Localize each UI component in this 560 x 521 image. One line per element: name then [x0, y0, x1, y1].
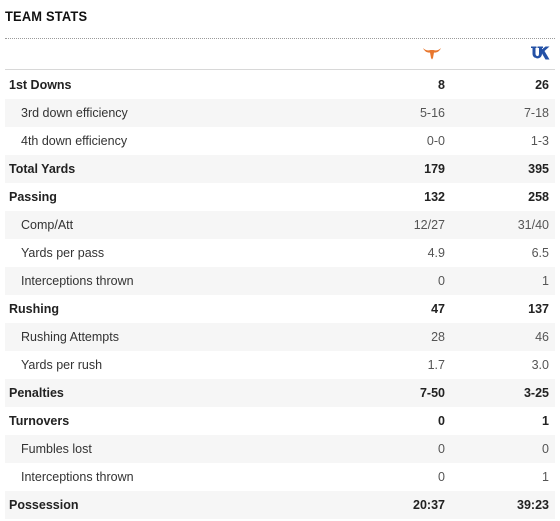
stat-label: Rushing: [9, 302, 59, 316]
stat-label: Rushing Attempts: [21, 330, 119, 344]
away-value: 0: [542, 442, 549, 456]
away-value: 3.0: [531, 358, 549, 372]
stat-label: Fumbles lost: [21, 442, 92, 456]
stat-label: 1st Downs: [9, 78, 72, 92]
home-value: 0-0: [426, 134, 445, 148]
home-value: 8: [438, 78, 445, 92]
stat-label: 4th down efficiency: [21, 134, 128, 148]
stat-label: Interceptions thrown: [21, 470, 134, 484]
stat-label: Penalties: [9, 386, 64, 400]
away-value: 39:23: [517, 498, 549, 512]
stat-subrow: Fumbles lost 0 0: [5, 435, 555, 463]
away-value: 137: [528, 302, 549, 316]
stat-row: Possession 20:37 39:23: [5, 491, 555, 519]
stat-row: Total Yards 179 395: [5, 155, 555, 183]
away-value: 1: [542, 470, 549, 484]
team-header-row: [5, 40, 555, 70]
home-value: 47: [431, 302, 445, 316]
away-value: 258: [528, 190, 549, 204]
longhorn-icon[interactable]: [423, 46, 441, 60]
home-value: 179: [424, 162, 445, 176]
uk-logo-icon[interactable]: [530, 45, 550, 61]
home-value: 28: [431, 330, 445, 344]
home-value: 7-50: [419, 386, 445, 400]
stat-label: Yards per rush: [21, 358, 103, 372]
home-value: 20:37: [413, 498, 445, 512]
stat-subrow: Rushing Attempts 28 46: [5, 323, 555, 351]
stat-label: 3rd down efficiency: [21, 106, 128, 120]
home-value: 5-16: [419, 106, 445, 120]
stat-subrow: 3rd down efficiency 5-16 7-18: [5, 99, 555, 127]
away-value: 1-3: [530, 134, 549, 148]
home-value: 132: [424, 190, 445, 204]
stat-label: Interceptions thrown: [21, 274, 134, 288]
away-value: 3-25: [523, 386, 549, 400]
dotted-divider: [5, 38, 555, 39]
away-value: 46: [535, 330, 549, 344]
stat-subrow: Comp/Att 12/27 31/40: [5, 211, 555, 239]
away-value: 31/40: [517, 218, 549, 232]
team-stats-table: 1st Downs 8 26 3rd down efficiency 5-16 7-18 4…: [5, 71, 555, 519]
away-value: 7-18: [523, 106, 549, 120]
stat-subrow: Interceptions thrown 0 1: [5, 267, 555, 295]
home-value: 12/27: [413, 218, 445, 232]
stat-subrow: Yards per pass 4.9 6.5: [5, 239, 555, 267]
stat-row: 1st Downs 8 26: [5, 71, 555, 99]
stat-row: Passing 132 258: [5, 183, 555, 211]
home-value: 0: [438, 470, 445, 484]
stat-label: Yards per pass: [21, 246, 105, 260]
stat-subrow: 4th down efficiency 0-0 1-3: [5, 127, 555, 155]
away-value: 1: [542, 414, 549, 428]
home-value: 1.7: [427, 358, 445, 372]
away-value: 395: [528, 162, 549, 176]
section-title: TEAM STATS: [5, 8, 88, 24]
stat-label: Turnovers: [9, 414, 70, 428]
stat-subrow: Yards per rush 1.7 3.0: [5, 351, 555, 379]
away-value: 26: [535, 78, 549, 92]
stat-label: Total Yards: [9, 162, 76, 176]
home-value: 4.9: [427, 246, 445, 260]
stat-subrow: Interceptions thrown 0 1: [5, 463, 555, 491]
stat-label: Passing: [9, 190, 57, 204]
home-value: 0: [438, 414, 445, 428]
away-value: 6.5: [531, 246, 549, 260]
home-value: 0: [438, 442, 445, 456]
away-value: 1: [542, 274, 549, 288]
stat-label: Comp/Att: [21, 218, 74, 232]
home-value: 0: [438, 274, 445, 288]
stat-label: Possession: [9, 498, 79, 512]
stat-row: Rushing 47 137: [5, 295, 555, 323]
stat-row: Turnovers 0 1: [5, 407, 555, 435]
stat-row: Penalties 7-50 3-25: [5, 379, 555, 407]
